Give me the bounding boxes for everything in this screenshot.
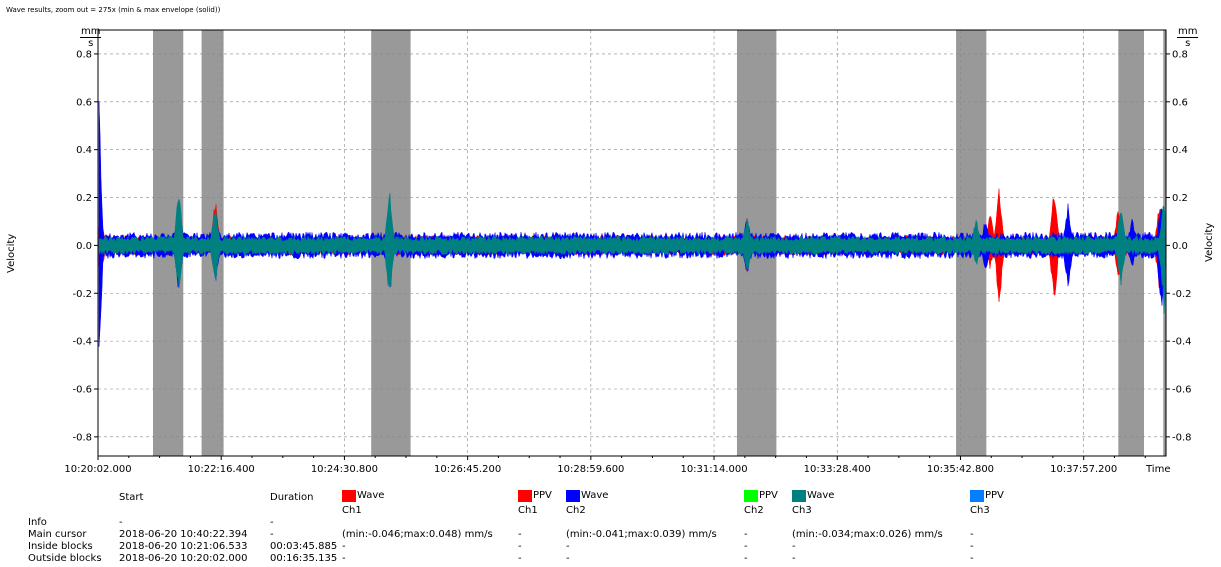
chart-title: Wave results, zoom out = 275x (min & max… bbox=[6, 6, 221, 14]
y-tick-label: -0.6 bbox=[72, 384, 92, 395]
info-cell-p3: - bbox=[970, 541, 974, 552]
header-ch3-wave: Wave bbox=[792, 490, 834, 502]
ch3-ppv-swatch bbox=[970, 490, 984, 502]
info-cell-p1: - bbox=[518, 553, 522, 564]
y-tick-label: 0.4 bbox=[76, 145, 92, 156]
wave-ch3 bbox=[98, 193, 1166, 314]
header-ch3-ppv: PPV bbox=[970, 490, 1004, 502]
header-ch2-wave: Wave bbox=[566, 490, 608, 502]
sub-ch3-ppv: Ch3 bbox=[970, 505, 990, 516]
info-cell-p2: - bbox=[744, 529, 748, 540]
info-cell-start: 2018-06-20 10:40:22.394 bbox=[119, 529, 248, 540]
x-tick-label: 10:20:02.000 bbox=[64, 464, 131, 475]
y-tick-label-right: 0.0 bbox=[1172, 241, 1188, 252]
x-tick-label: 10:31:14.000 bbox=[680, 464, 747, 475]
y-tick-label-right: -0.4 bbox=[1172, 337, 1192, 348]
info-cell-duration: - bbox=[270, 529, 274, 540]
ch1-wave-swatch bbox=[342, 490, 356, 502]
y-tick-label: -0.2 bbox=[72, 289, 92, 300]
y-tick-label-right: -0.2 bbox=[1172, 289, 1192, 300]
info-cell-c3: - bbox=[792, 553, 796, 564]
info-cell-c3: - bbox=[792, 541, 796, 552]
info-cell-p2: - bbox=[744, 553, 748, 564]
y-tick-label-right: 0.2 bbox=[1172, 193, 1188, 204]
info-cell-start: 2018-06-20 10:20:02.000 bbox=[119, 553, 248, 564]
y-tick-label: 0.8 bbox=[76, 49, 92, 60]
info-cell-duration: 00:03:45.885 bbox=[270, 541, 338, 552]
info-cell-p1: - bbox=[518, 541, 522, 552]
axis-ticks: 0.8 0.8 0.6 0.6 0.4 0.4 0.2 0.2 0.0 0.0 -0.2 -0.2 -0… bbox=[64, 49, 1191, 475]
info-cell-c2: - bbox=[566, 541, 570, 552]
sub-ch1: Ch1 bbox=[342, 505, 362, 516]
info-cell-p3: - bbox=[970, 553, 974, 564]
header-ch2-ppv: PPV bbox=[744, 490, 778, 502]
waveforms bbox=[98, 101, 1166, 347]
y-tick-label: 0.0 bbox=[76, 241, 92, 252]
plot-frame bbox=[97, 29, 1167, 457]
x-tick-label: 10:22:16.400 bbox=[188, 464, 255, 475]
wave-ch2 bbox=[98, 101, 1166, 347]
header-ch1-ppv: PPV bbox=[518, 490, 552, 502]
info-cell-start: - bbox=[119, 517, 123, 528]
info-cell-c2: - bbox=[566, 553, 570, 564]
header-start: Start bbox=[119, 492, 144, 503]
wave-chart[interactable]: 0.8 0.8 0.6 0.6 0.4 0.4 0.2 0.2 0.0 0.0 -0.2 -0.2 -0… bbox=[0, 0, 1221, 488]
y-tick-label-right: 0.8 bbox=[1172, 49, 1188, 60]
x-tick-label: 10:37:57.200 bbox=[1050, 464, 1117, 475]
info-cell-label: Info bbox=[28, 517, 47, 528]
sub-ch2-ppv: Ch2 bbox=[744, 505, 764, 516]
info-cell-c1: - bbox=[342, 553, 346, 564]
sub-ch3: Ch3 bbox=[792, 505, 812, 516]
info-cell-p1: - bbox=[518, 529, 522, 540]
y-tick-label: 0.2 bbox=[76, 193, 92, 204]
x-tick-label: 10:24:30.800 bbox=[311, 464, 378, 475]
info-cell-c1: (min:-0.046;max:0.048) mm/s bbox=[342, 529, 493, 540]
ch2-ppv-swatch bbox=[744, 490, 758, 502]
y-tick-label-right: -0.8 bbox=[1172, 432, 1192, 443]
y-unit-left: mm s bbox=[80, 26, 102, 49]
y-tick-label: -0.8 bbox=[72, 432, 92, 443]
y-unit-right: mm s bbox=[1177, 26, 1199, 49]
info-cell-p2: - bbox=[744, 541, 748, 552]
info-table: Start Duration Wave PPV Wave PPV Wave PP… bbox=[0, 488, 1221, 567]
info-cell-label: Outside blocks bbox=[28, 553, 102, 564]
x-tick-label: 10:35:42.800 bbox=[927, 464, 994, 475]
info-cell-c2: (min:-0.041;max:0.039) mm/s bbox=[566, 529, 717, 540]
ch2-wave-swatch bbox=[566, 490, 580, 502]
y-tick-label-right: 0.4 bbox=[1172, 145, 1188, 156]
info-cell-label: Main cursor bbox=[28, 529, 87, 540]
info-cell-c1: - bbox=[342, 541, 346, 552]
y-tick-label: -0.4 bbox=[72, 337, 92, 348]
info-cell-p3: - bbox=[970, 529, 974, 540]
ch3-wave-swatch bbox=[792, 490, 806, 502]
info-cell-c3: (min:-0.034;max:0.026) mm/s bbox=[792, 529, 943, 540]
header-duration: Duration bbox=[270, 492, 314, 503]
y-tick-label-right: 0.6 bbox=[1172, 97, 1188, 108]
ch1-ppv-swatch bbox=[518, 490, 532, 502]
y-tick-label: 0.6 bbox=[76, 97, 92, 108]
info-cell-label: Inside blocks bbox=[28, 541, 93, 552]
y-tick-label-right: -0.6 bbox=[1172, 384, 1192, 395]
info-cell-duration: - bbox=[270, 517, 274, 528]
info-cell-start: 2018-06-20 10:21:06.533 bbox=[119, 541, 248, 552]
x-tick-label: 10:28:59.600 bbox=[557, 464, 624, 475]
x-axis-end-label: Time bbox=[1146, 464, 1171, 475]
header-ch1-wave: Wave bbox=[342, 490, 384, 502]
sub-ch1-ppv: Ch1 bbox=[518, 505, 538, 516]
x-tick-label: 10:33:28.400 bbox=[804, 464, 871, 475]
x-tick-label: 10:26:45.200 bbox=[434, 464, 501, 475]
info-cell-duration: 00:16:35.135 bbox=[270, 553, 338, 564]
sub-ch2: Ch2 bbox=[566, 505, 586, 516]
